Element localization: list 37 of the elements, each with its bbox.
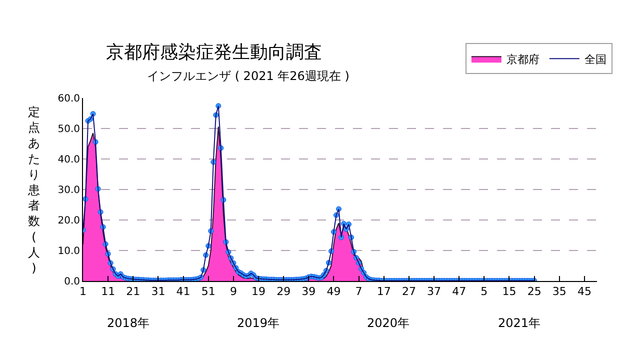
- y-tick-label: 40.0: [58, 154, 80, 166]
- x-tick-label: 21: [126, 285, 140, 298]
- x-tick-label: 39: [302, 285, 316, 298]
- text: 2020年: [367, 316, 410, 330]
- x-tick-label: 49: [326, 285, 341, 298]
- y-tick-label: 60.0: [58, 94, 80, 104]
- text: 2019年: [237, 316, 280, 330]
- x-tick-label: 45: [577, 285, 592, 298]
- x-tick-label: 15: [502, 285, 516, 298]
- x-tick-label: 1: [80, 285, 86, 298]
- y-tick-label: 30.0: [58, 185, 80, 196]
- x-tick-label: 5: [480, 285, 488, 298]
- x-tick-label: 11: [101, 285, 116, 298]
- chart-subtitle: インフルエンザ ( 2021 年26週現在 ): [147, 69, 350, 83]
- x-tick-label: 7: [355, 285, 362, 298]
- x-tick-label: 31: [151, 285, 166, 298]
- text: 定点あたり患者数(人): [28, 105, 40, 275]
- x-tick-label: 17: [376, 285, 391, 298]
- text: 2021年: [498, 316, 541, 330]
- x-tick-label: 35: [552, 285, 566, 298]
- x-tick-label: 9: [230, 285, 237, 298]
- legend-label: 全国: [584, 52, 606, 66]
- x-tick-label: 25: [527, 285, 542, 298]
- text: 2018年: [107, 316, 150, 330]
- y-tick-label: 20.0: [58, 216, 80, 226]
- x-tick-label: 19: [252, 285, 266, 298]
- x-tick-label: 29: [276, 285, 291, 298]
- x-tick-label: 27: [402, 285, 416, 298]
- y-tick-label: 10.0: [58, 246, 80, 257]
- x-tick-label: 41: [176, 285, 190, 298]
- x-tick-label: 37: [427, 285, 442, 298]
- y-tick-label: 50.0: [58, 124, 80, 135]
- chart-title: 京都府感染症発生動向調査: [106, 42, 322, 63]
- legend-label: 京都府: [506, 52, 540, 66]
- x-tick-label: 51: [201, 285, 216, 298]
- x-tick-label: 47: [452, 285, 466, 298]
- y-tick-label: 0.0: [64, 276, 80, 288]
